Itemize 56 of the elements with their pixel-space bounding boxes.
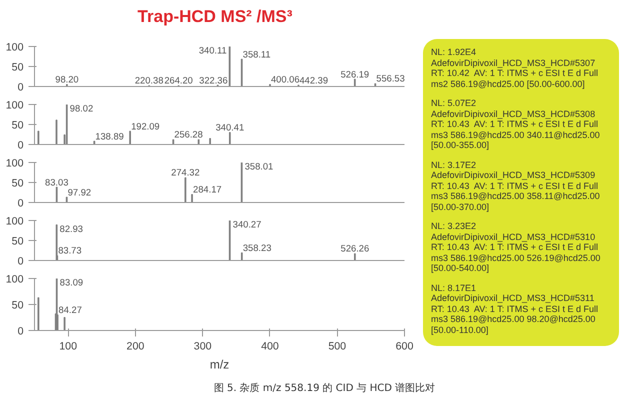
y-tick-label: 50 xyxy=(12,236,24,248)
annotation: 98.20 xyxy=(55,74,79,84)
x-tick-label: 100 xyxy=(59,340,78,352)
annotation: 340.41 xyxy=(216,122,244,132)
annotation: 526.19 xyxy=(340,69,370,80)
annotation: 264.20 xyxy=(164,76,193,86)
y-tick-label: 100 xyxy=(6,274,24,286)
x-axis-title: m/z xyxy=(210,358,230,372)
annotation: 340.11 xyxy=(198,46,227,56)
annotation: 340.27 xyxy=(232,220,262,230)
annotation: 83.09 xyxy=(60,278,84,288)
annotation: 358.23 xyxy=(242,242,272,253)
annotation: 84.27 xyxy=(58,304,82,315)
y-tick-label: 100 xyxy=(6,42,24,54)
y-tick-label: 0 xyxy=(18,140,24,152)
annotation: 83.03 xyxy=(45,177,68,188)
text: NL: 3.17E2 AdefovirDipivoxil_HCD_MS3_HCD#5309 RT: 10.43 AV: 1 T: ITMS + c ESI t E d Full ms3 586.19@hcd25.00 358.11@hcd25.00 [50.00-370.00] xyxy=(431,160,601,212)
annotation: 284.17 xyxy=(193,184,222,194)
annotation: 256.28 xyxy=(174,130,203,140)
y-tick-label: 100 xyxy=(6,158,24,170)
y-tick-label: 100 xyxy=(6,216,24,228)
annotation: 358.01 xyxy=(244,162,274,172)
y-tick-label: 0 xyxy=(18,256,24,268)
x-tick-label: 600 xyxy=(396,340,414,352)
annotation: 274.32 xyxy=(171,168,200,178)
y-tick-label: 0 xyxy=(18,326,24,338)
text: NL: 5.07E2 AdefovirDipivoxil_HCD_MS3_HCD#5308 RT: 10.43 AV: 1 T: ITMS + c ESI t E d Full ms3 586.19@hcd25.00 340.11@hcd25.00 [50.00-355.00] xyxy=(431,98,601,150)
annotation: 322.36 xyxy=(199,75,228,86)
y-tick-label: 100 xyxy=(6,100,24,112)
annotation: 192.09 xyxy=(131,121,160,132)
x-tick-label: 400 xyxy=(261,340,279,352)
text: NL: 3.23E2 AdefovirDipivoxil_HCD_MS3_HCD#5310 RT: 10.43 AV: 1 T: ITMS + c ESI t E d Full ms3 586.19@hcd25.00 526.19@hcd25.00 [50.00-540.00] xyxy=(431,221,602,274)
text: NL: 1.92E4 AdefovirDipivoxil_HCD_MS3_HCD#5307 RT: 10.42 AV: 1 T: ITMS + c ESI t E d Full ms2 586.19@hcd25.00 [50.00-600.00] xyxy=(431,47,599,89)
annotation: 83.73 xyxy=(58,246,82,256)
caption: 图 5. 杂质 m/z 558.19 的 CID 与 HCD 谱图比对 xyxy=(212,382,436,394)
y-tick-label: 0 xyxy=(18,198,24,210)
y-tick-label: 50 xyxy=(12,178,24,190)
annotation: 400.06 xyxy=(270,74,300,84)
y-tick-label: 50 xyxy=(12,62,24,74)
x-tick-label: 200 xyxy=(126,340,144,352)
annotation: 82.93 xyxy=(60,224,83,234)
annotation: 556.53 xyxy=(376,74,405,84)
annotation: 98.02 xyxy=(70,104,94,114)
annotation: 138.89 xyxy=(95,131,124,142)
annotation: 526.26 xyxy=(340,244,370,254)
text: NL: 8.17E1 AdefovirDipivoxil_HCD_MS3_HCD#5311 RT: 10.43 AV: 1 T: ITMS + c ESI t E d Full ms3 586.19@hcd25.00 98.20@hcd25.00 [50.00-110.00] xyxy=(431,282,599,335)
y-tick-label: 50 xyxy=(12,120,24,132)
annotation: 97.92 xyxy=(68,187,92,198)
annotation: 442.39 xyxy=(299,75,328,86)
x-tick-label: 500 xyxy=(328,340,346,352)
x-tick-label: 300 xyxy=(194,340,212,352)
y-tick-label: 0 xyxy=(18,82,24,94)
annotation: 358.11 xyxy=(242,49,271,60)
chart-title: Trap-HCD MS² /MS³ xyxy=(136,6,294,28)
y-tick-label: 50 xyxy=(12,300,24,312)
annotation: 220.38 xyxy=(134,76,164,86)
